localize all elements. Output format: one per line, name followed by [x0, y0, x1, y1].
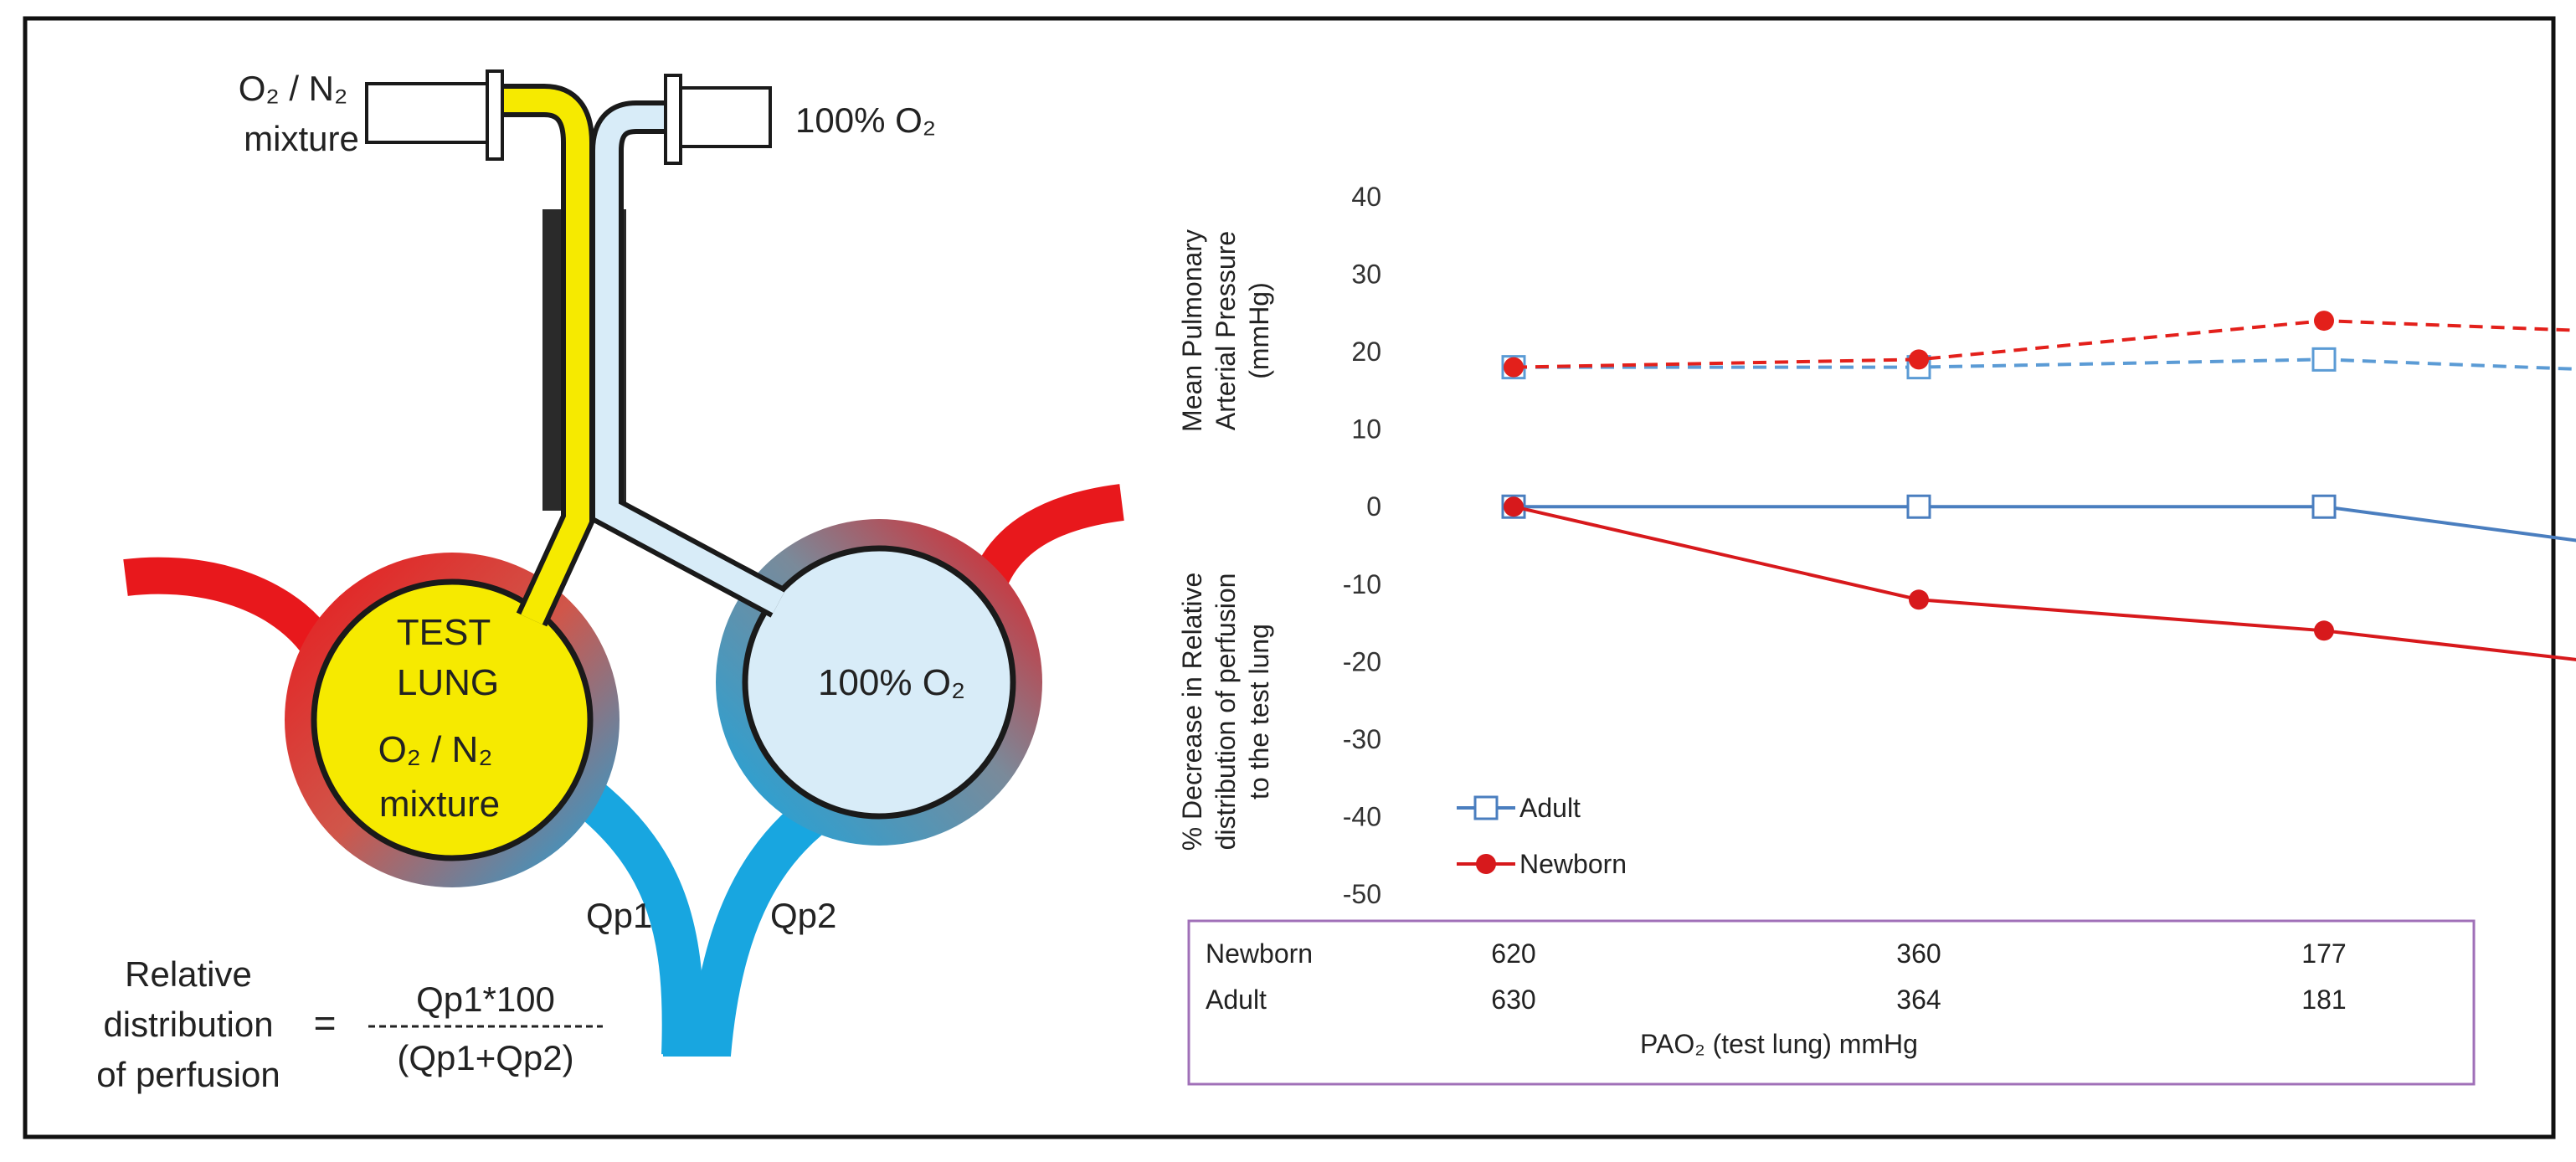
y-tick-label: 40: [1351, 182, 1381, 212]
y-axis-ticks: 40 30 20 10 0 -10 -20 -30 -40 -50: [1343, 182, 1381, 909]
mixture-connector: [365, 82, 494, 144]
control-lung-label: 100% O₂: [818, 662, 965, 703]
lung-perfusion-diagram: O₂ / N₂ mixture 100% O₂ TEST LUNG O₂ / N…: [96, 69, 1124, 1094]
test-lung-body: [311, 578, 594, 861]
legend-newborn-marker: [1476, 854, 1496, 874]
x-table-cell: 177: [2301, 938, 2346, 969]
y-tick-label: 10: [1351, 414, 1381, 445]
series-layer: [1501, 311, 2576, 661]
legend-newborn-label: Newborn: [1519, 849, 1627, 879]
y-tick-label: 30: [1351, 260, 1381, 290]
x-table-cell: 360: [1896, 938, 1941, 969]
x-table-cell: 620: [1491, 938, 1535, 969]
data-point-adult-perfusion: [2311, 494, 2337, 519]
y-tick-label: -30: [1343, 724, 1381, 754]
ylabel-pressure-3: (mmHg): [1244, 282, 1274, 379]
x-table-frame: [1187, 919, 2476, 1086]
legend-adult-marker: [1473, 795, 1499, 820]
series-line-adult-pressure: [1514, 357, 2576, 371]
test-lung-label-3: O₂ / N₂: [378, 729, 493, 770]
x-axis-label: PAO₂ (test lung) mmHg: [1640, 1029, 1918, 1059]
mixture-supply-label-2: mixture: [244, 119, 359, 158]
x-table: Newborn6203601779622Adult6303641819519: [1206, 938, 2347, 1015]
formula-label-2: distribution: [103, 1005, 273, 1044]
x-table-cell: 181: [2301, 985, 2346, 1015]
control-lung-body: [742, 545, 1016, 820]
x-table-row-label: Newborn: [1206, 938, 1313, 969]
qp1-label: Qp1: [586, 896, 652, 935]
data-point-newborn-perfusion: [1504, 496, 1524, 517]
x-table-row-label: Adult: [1206, 985, 1267, 1015]
left-artery: [123, 557, 333, 656]
formula-label-3: of perfusion: [96, 1055, 280, 1094]
x-table-cell: 630: [1491, 985, 1535, 1015]
x-table-cell: 364: [1896, 985, 1941, 1015]
y-tick-label: 0: [1366, 491, 1381, 522]
ylabel-perfusion-3: to the test lung: [1244, 624, 1274, 800]
legend: Adult Newborn: [1457, 793, 1627, 879]
qp2-label: Qp2: [770, 896, 836, 935]
mixture-connector-collar: [486, 69, 504, 161]
data-point-newborn-perfusion: [1909, 589, 1929, 610]
ylabel-pressure-2: Arterial Pressure: [1211, 231, 1241, 430]
series-line-newborn-pressure: [1513, 319, 2576, 369]
test-lung-label-2: LUNG: [397, 662, 499, 703]
data-point-newborn-perfusion: [2314, 620, 2334, 641]
test-lung-label-1: TEST: [397, 612, 491, 653]
data-point-adult-perfusion: [1906, 494, 1931, 519]
data-point-newborn-pressure: [2314, 311, 2334, 332]
formula-label-1: Relative: [125, 954, 252, 994]
mixture-gas-tube: [502, 89, 589, 625]
ylabel-perfusion-2: distribution of perfusion: [1211, 573, 1241, 851]
y-tick-label: -40: [1343, 801, 1381, 831]
ylabel-perfusion-1: % Decrease in Relative: [1177, 573, 1207, 851]
y-tick-label: 20: [1351, 337, 1381, 367]
y-tick-label: -50: [1343, 879, 1381, 909]
data-point-adult-pressure: [2311, 347, 2337, 372]
oxygen-tube: [595, 105, 784, 614]
y-tick-label: -10: [1343, 569, 1381, 599]
formula-numerator: Qp1*100: [416, 979, 555, 1019]
formula-equals: =: [314, 1001, 337, 1045]
oxygen-connector: [676, 86, 772, 148]
formula-denominator: (Qp1+Qp2): [397, 1038, 573, 1077]
ylabel-pressure-1: Mean Pulmonary: [1177, 229, 1207, 432]
series-line-newborn-perfusion: [1513, 505, 2576, 661]
figure-frame: [23, 16, 2556, 1139]
right-artery: [970, 484, 1124, 593]
oxygen-supply-label: 100% O₂: [795, 100, 936, 140]
oxygen-connector-collar: [664, 74, 682, 165]
legend-adult-label: Adult: [1519, 793, 1581, 823]
series-line-adult-perfusion: [1514, 505, 2576, 542]
data-point-newborn-pressure: [1504, 357, 1524, 378]
data-point-newborn-pressure: [1909, 349, 1929, 370]
test-lung-label-4: mixture: [379, 784, 500, 825]
y-tick-label: -20: [1343, 646, 1381, 676]
mixture-supply-label: O₂ / N₂: [239, 69, 348, 108]
